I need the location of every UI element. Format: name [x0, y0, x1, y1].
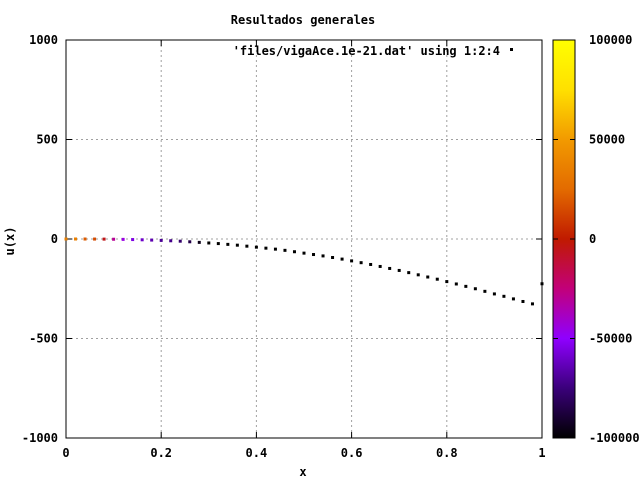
data-point [492, 292, 496, 296]
data-point [426, 275, 430, 279]
data-point [483, 289, 487, 293]
data-point [93, 237, 97, 241]
data-point [369, 262, 373, 266]
x-tick-label: 0.8 [436, 446, 458, 460]
data-point [521, 299, 525, 303]
x-tick-label: 0.2 [150, 446, 172, 460]
data-point [140, 238, 144, 242]
data-point [340, 257, 344, 261]
data-point [245, 244, 249, 248]
data-point [74, 237, 78, 241]
data-point [264, 246, 268, 250]
data-point [464, 284, 468, 288]
data-point [254, 245, 258, 249]
colorbar-tick-label: -100000 [589, 431, 640, 445]
y-axis-label: u(x) [3, 227, 17, 256]
data-point [207, 241, 211, 245]
x-tick-label: 0.4 [246, 446, 268, 460]
y-tick-label: 0 [51, 232, 58, 246]
data-point [540, 282, 544, 286]
data-point [273, 247, 277, 251]
data-point [530, 302, 534, 306]
legend-marker [510, 48, 513, 51]
data-point [435, 277, 439, 281]
x-tick-label: 0 [62, 446, 69, 460]
data-point [283, 248, 287, 252]
data-point [131, 238, 135, 242]
x-axis: 0 0.2 0.4 0.6 0.8 1 [62, 40, 546, 460]
data-point [178, 239, 182, 243]
data-point [216, 242, 220, 246]
data-point [416, 273, 420, 277]
y-tick-label: 1000 [29, 33, 58, 47]
y-tick-label: -500 [29, 332, 58, 346]
colorbar-tick-label: 100000 [589, 33, 632, 47]
data-point [188, 240, 192, 244]
colorbar-tick-label: 0 [589, 232, 596, 246]
data-point [292, 250, 296, 254]
data-point [121, 237, 125, 241]
data-point [331, 256, 335, 260]
data-point [407, 271, 411, 275]
data-point [102, 237, 106, 241]
data-point [454, 282, 458, 286]
x-axis-label: x [299, 465, 306, 479]
data-point [378, 264, 382, 268]
data-point [359, 261, 363, 265]
y-axis: -1000 -500 0 500 1000 [22, 33, 542, 445]
colorbar-ticks: -100000 -50000 0 50000 100000 [553, 33, 640, 445]
data-point [83, 237, 87, 241]
data-point [226, 242, 230, 246]
data-point [397, 268, 401, 272]
data-point [321, 254, 325, 258]
data-point [302, 251, 306, 255]
data-points [64, 237, 544, 306]
colorbar-tick-label: 50000 [589, 133, 625, 147]
data-point [445, 280, 449, 284]
y-tick-label: -1000 [22, 431, 58, 445]
data-point [312, 253, 316, 257]
data-point [169, 239, 173, 243]
grid-lines [66, 40, 542, 438]
data-point [64, 237, 68, 241]
data-point [350, 259, 354, 263]
y-tick-label: 500 [36, 133, 58, 147]
x-tick-label: 0.6 [341, 446, 363, 460]
legend: 'files/vigaAce.1e-21.dat' using 1:2:4 [233, 44, 513, 58]
data-point [388, 266, 392, 270]
legend-label: 'files/vigaAce.1e-21.dat' using 1:2:4 [233, 44, 500, 58]
data-point [150, 238, 154, 242]
colorbar-tick-label: -50000 [589, 332, 632, 346]
chart-title: Resultados generales [231, 13, 376, 27]
data-point [197, 240, 201, 244]
data-point [511, 297, 515, 301]
data-point [235, 243, 239, 247]
data-point [502, 294, 506, 298]
data-point [112, 237, 116, 241]
data-point [159, 238, 163, 242]
x-tick-label: 1 [538, 446, 545, 460]
data-point [473, 287, 477, 291]
